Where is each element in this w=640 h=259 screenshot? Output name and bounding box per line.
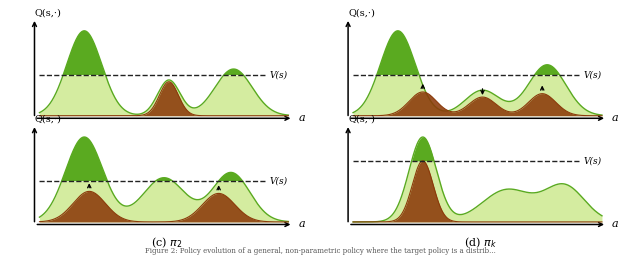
Text: (c) $\pi_2$: (c) $\pi_2$ — [151, 236, 182, 250]
Text: a: a — [612, 113, 618, 123]
Text: Figure 2: Policy evolution of a general, non-parametric policy where the target : Figure 2: Policy evolution of a general,… — [145, 247, 495, 255]
Text: V(s): V(s) — [269, 177, 288, 186]
Text: Q(s,·): Q(s,·) — [348, 8, 375, 17]
Text: Q(s,·): Q(s,·) — [35, 8, 61, 17]
Text: Q(s,·): Q(s,·) — [35, 114, 61, 124]
Text: V(s): V(s) — [269, 70, 288, 80]
Text: (a) $\pi_0$: (a) $\pi_0$ — [150, 130, 182, 144]
Text: (b) $\pi_1$: (b) $\pi_1$ — [464, 130, 496, 144]
Text: a: a — [298, 219, 305, 229]
Text: a: a — [298, 113, 305, 123]
Text: a: a — [612, 219, 618, 229]
Text: V(s): V(s) — [583, 156, 602, 165]
Text: V(s): V(s) — [583, 70, 602, 80]
Text: (d) $\pi_k$: (d) $\pi_k$ — [463, 236, 497, 250]
Text: Q(s,·): Q(s,·) — [348, 114, 375, 124]
